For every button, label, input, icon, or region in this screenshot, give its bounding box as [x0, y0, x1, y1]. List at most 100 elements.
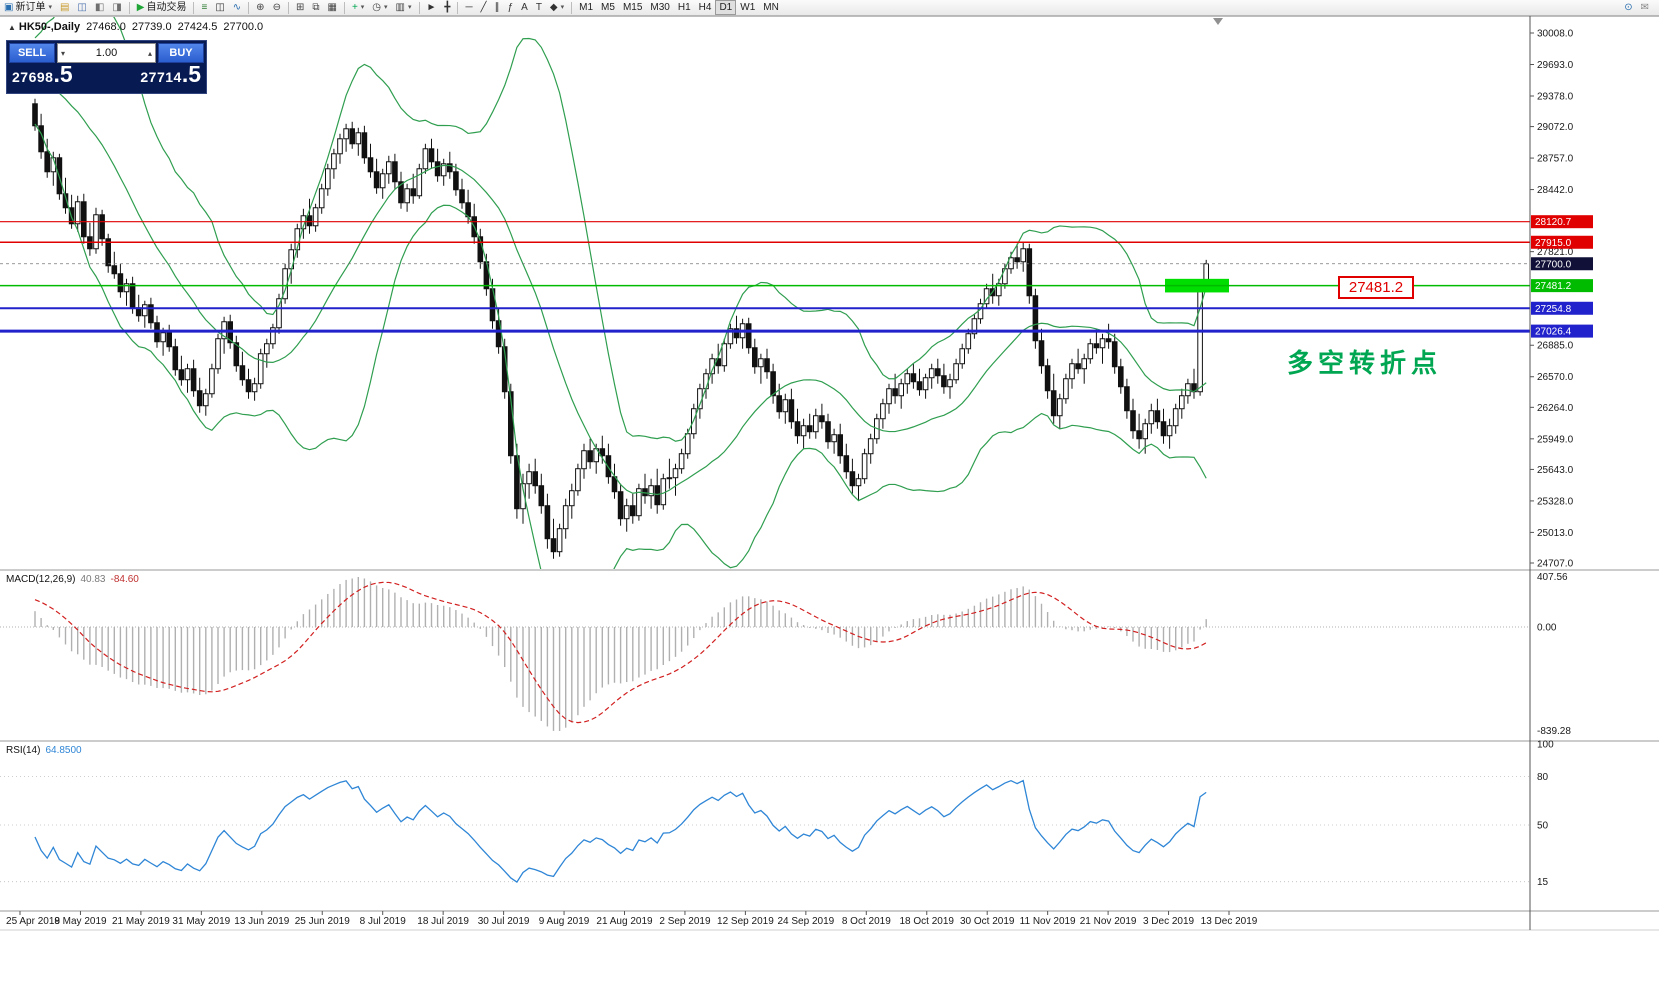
sell-button[interactable]: SELL	[9, 43, 55, 63]
svg-text:25328.0: 25328.0	[1537, 496, 1574, 507]
text-button[interactable]: A	[517, 0, 532, 15]
line-chart-button[interactable]: ∿	[229, 0, 245, 15]
trendline-button[interactable]: ╱	[477, 0, 491, 15]
navigator-button[interactable]: ◨	[108, 0, 125, 15]
chevron-down-icon: ▾	[384, 3, 388, 11]
chevron-down-icon: ▾	[360, 3, 365, 11]
svg-text:50: 50	[1537, 821, 1549, 832]
svg-text:25 Jun 2019: 25 Jun 2019	[295, 916, 350, 927]
svg-text:3 Dec 2019: 3 Dec 2019	[1143, 916, 1195, 927]
rsi-indicator-label: RSI(14) 64.8500	[6, 745, 82, 756]
macd-signal-value: -84.60	[110, 574, 139, 585]
volume-increase-icon[interactable]: ▴	[147, 48, 152, 58]
candlestick-chart-button[interactable]: ◫	[211, 0, 228, 15]
channel-button[interactable]: ∥	[491, 0, 504, 15]
autotrading-button[interactable]: ▶ 自动交易	[133, 0, 191, 15]
toolbar-separator	[343, 1, 345, 14]
svg-text:26570.0: 26570.0	[1537, 372, 1574, 383]
horizontal-line-icon: ─	[465, 1, 473, 13]
volume-decrease-icon[interactable]: ▾	[61, 48, 66, 58]
buy-button[interactable]: BUY	[158, 43, 204, 63]
svg-text:407.56: 407.56	[1537, 572, 1568, 583]
svg-text:21 Aug 2019: 21 Aug 2019	[596, 916, 653, 927]
autotrading-button-label: 自动交易	[146, 1, 187, 13]
svg-text:24707.0: 24707.0	[1537, 559, 1574, 570]
volume-value[interactable]: 1.00	[95, 47, 118, 59]
templates-button[interactable]: ▥ ▾	[392, 0, 416, 15]
macd-name: MACD(12,26,9)	[6, 574, 76, 585]
shapes-button[interactable]: ◆ ▾	[546, 0, 568, 15]
rsi-name: RSI(14)	[6, 745, 41, 756]
chart-note-text[interactable]: 多空转折点	[1287, 348, 1443, 378]
timeframe-h1[interactable]: H1	[674, 0, 695, 15]
buy-price-main: 27714	[140, 69, 182, 85]
cascade-windows-icon: ⧉	[312, 1, 320, 13]
timeframe-m1[interactable]: M1	[575, 0, 597, 15]
fibonacci-button[interactable]: ƒ	[504, 0, 518, 15]
svg-text:26264.0: 26264.0	[1537, 403, 1574, 414]
timeframe-mn[interactable]: MN	[759, 0, 783, 15]
text-label-button[interactable]: T	[532, 0, 546, 15]
one-click-trading-panel: SELL ▾ 1.00 ▴ BUY 27698.5 27714.5	[6, 40, 207, 94]
chart-area[interactable]: 30008.0 29693.0 29378.0 29072.0 28757.0 28442…	[0, 16, 1659, 983]
price-chart-canvas[interactable]: 30008.0 29693.0 29378.0 29072.0 28757.0 28442…	[0, 16, 1659, 983]
svg-text:24 Sep 2019: 24 Sep 2019	[777, 916, 834, 927]
toolbar-separator	[571, 1, 573, 14]
timeframe-d1[interactable]: D1	[715, 0, 737, 15]
volume-stepper[interactable]: ▾ 1.00 ▴	[57, 43, 156, 63]
zoom-out-button[interactable]: ⊖	[269, 0, 285, 15]
sell-price-main: 27698	[12, 69, 54, 85]
new-order-button[interactable]: ▣ 新订单 ▾	[0, 0, 56, 15]
arrange-windows-icon: ▦	[327, 1, 337, 13]
timeframe-m15[interactable]: M15	[619, 0, 646, 15]
svg-text:27026.4: 27026.4	[1535, 327, 1572, 338]
indicators-add-button[interactable]: + ▾	[348, 0, 368, 15]
timeframe-h4[interactable]: H4	[695, 0, 716, 15]
data-window-icon: ◧	[94, 1, 105, 13]
channel-icon: ∥	[494, 1, 500, 13]
level-price-callout[interactable]: 27481.2	[1338, 276, 1414, 299]
community-button[interactable]: ✉	[1637, 0, 1653, 15]
sell-price-frac: .5	[53, 61, 73, 87]
svg-text:13 Jun 2019: 13 Jun 2019	[234, 916, 289, 927]
cursor-button[interactable]: ►	[423, 0, 441, 15]
periods-icon: ◷	[372, 1, 382, 13]
new-order-button-label: 新订单	[15, 1, 46, 13]
bar-chart-button[interactable]: ≡	[197, 0, 211, 15]
toolbar-separator	[248, 1, 250, 14]
horizontal-line-button[interactable]: ─	[461, 0, 476, 15]
svg-text:18 Oct 2019: 18 Oct 2019	[900, 916, 955, 927]
rsi-value: 64.8500	[45, 745, 82, 756]
ohlc-close: 27700.0	[223, 21, 264, 33]
chevron-down-icon: ▾	[48, 3, 52, 11]
timeframe-h4-label: H4	[698, 1, 712, 13]
cascade-windows-button[interactable]: ⧉	[308, 0, 323, 15]
indicators-add-icon: +	[351, 1, 358, 13]
profiles-button[interactable]: ▤	[56, 0, 73, 15]
symbol-collapse-icon[interactable]: ▲	[8, 23, 16, 32]
symbol-ohlc-header: ▲ HK50-,Daily 27468.0 27739.0 27424.5 27700.0	[8, 21, 269, 33]
macd-value: 40.83	[80, 574, 106, 585]
data-window-button[interactable]: ◧	[91, 0, 108, 15]
timeframe-m5[interactable]: M5	[597, 0, 619, 15]
autotrading-icon: ▶	[136, 1, 145, 13]
symbol-title: HK50-,Daily	[18, 21, 81, 33]
search-button[interactable]: ⊙	[1620, 0, 1636, 15]
timeframe-m30[interactable]: M30	[646, 0, 673, 15]
svg-text:8 May 2019: 8 May 2019	[54, 916, 107, 927]
arrange-windows-button[interactable]: ▦	[323, 0, 340, 15]
zoom-in-button[interactable]: ⊕	[252, 0, 268, 15]
svg-text:13 Dec 2019: 13 Dec 2019	[1201, 916, 1258, 927]
ohlc-high: 27739.0	[131, 21, 172, 33]
svg-text:21 May 2019: 21 May 2019	[112, 916, 170, 927]
market-watch-button[interactable]: ◫	[73, 0, 90, 15]
timeframe-w1[interactable]: W1	[736, 0, 759, 15]
ohlc-low: 27424.5	[177, 21, 218, 33]
toolbar-separator	[287, 1, 289, 14]
buy-price: 27714.5	[140, 63, 201, 87]
tile-windows-button[interactable]: ⊞	[292, 0, 308, 15]
crosshair-button[interactable]: ╋	[440, 0, 454, 15]
macd-indicator-label: MACD(12,26,9) 40.83 -84.60	[6, 574, 139, 585]
tile-windows-icon: ⊞	[295, 1, 305, 13]
periods-button[interactable]: ◷ ▾	[368, 0, 391, 15]
